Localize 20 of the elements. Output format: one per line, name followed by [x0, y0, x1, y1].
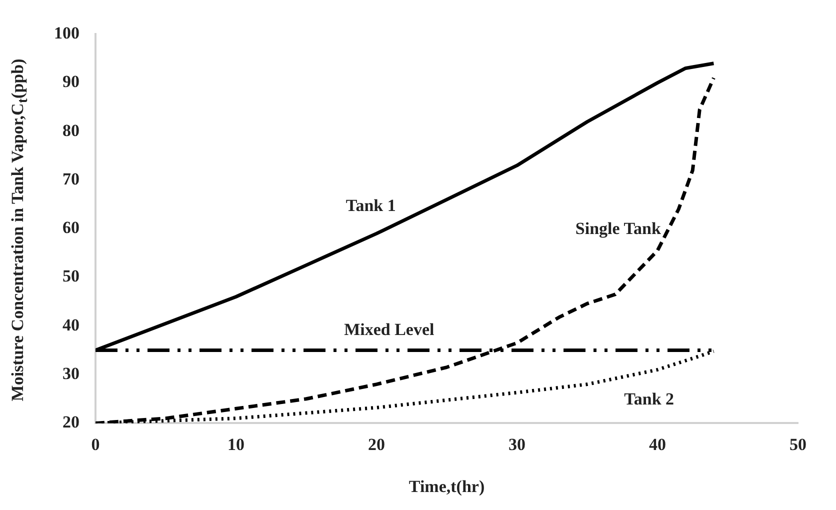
series-label: Single Tank — [575, 219, 662, 238]
y-tick-label: 90 — [62, 72, 80, 92]
x-tick-label: 10 — [228, 434, 244, 454]
y-tick-label: 20 — [62, 412, 80, 432]
x-tick-label: 30 — [508, 434, 526, 454]
y-tick-label: 80 — [62, 120, 80, 140]
x-axis-title: Time,t(hr) — [408, 477, 485, 496]
series-label: Tank 2 — [624, 390, 674, 409]
y-tick-label: 70 — [62, 169, 80, 188]
x-tick-label: 20 — [368, 434, 385, 454]
x-tick-label: 0 — [91, 434, 100, 454]
x-tick-label: 40 — [649, 434, 666, 454]
y-tick-label: 30 — [62, 364, 80, 383]
y-tick-label: 60 — [62, 218, 80, 238]
series-label: Mixed Level — [344, 320, 435, 340]
y-tick-label: 100 — [54, 24, 80, 43]
series-label: Tank 1 — [346, 196, 396, 216]
y-tick-label: 50 — [62, 266, 80, 286]
y-tick-label: 40 — [62, 315, 80, 334]
x-tick-label: 50 — [790, 434, 806, 454]
